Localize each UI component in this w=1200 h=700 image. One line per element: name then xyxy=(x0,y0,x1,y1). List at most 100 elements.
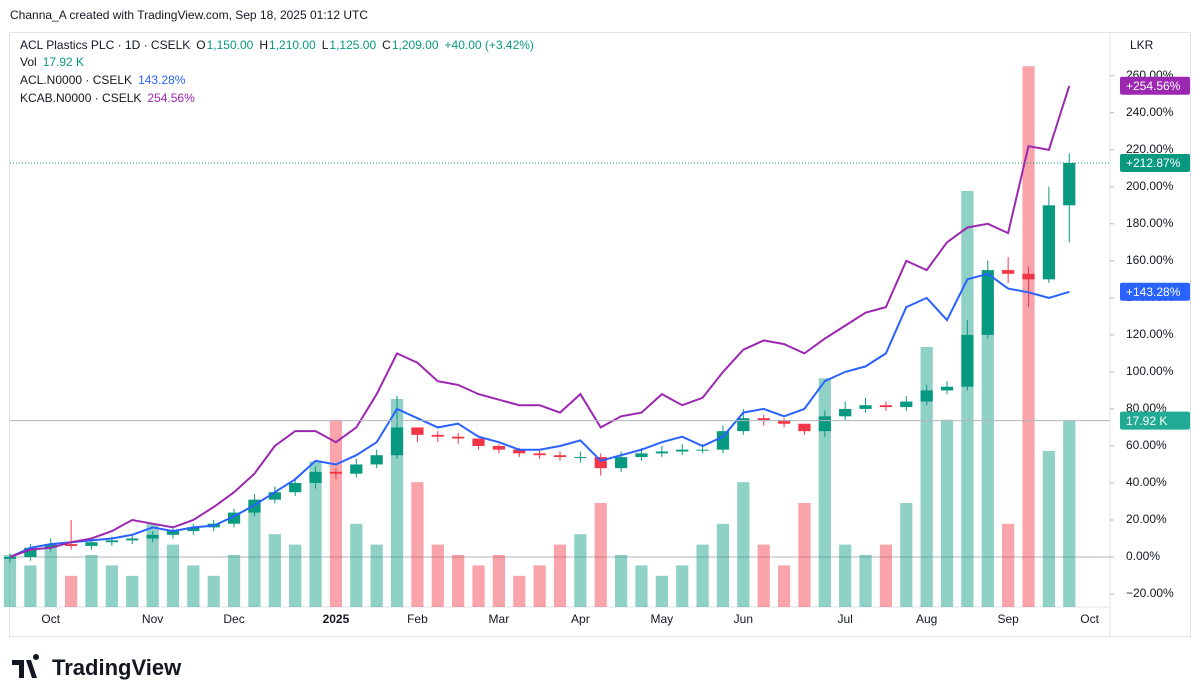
legend-text: Vol xyxy=(20,55,37,69)
volume-bar xyxy=(961,191,974,607)
volume-bar xyxy=(105,565,118,607)
candle-body xyxy=(268,492,281,500)
candle-body xyxy=(309,471,322,483)
volume-bar xyxy=(879,544,893,607)
candle-body xyxy=(3,557,17,559)
y-tick-label: 220.00% xyxy=(1126,142,1174,156)
volume-bar xyxy=(44,544,57,607)
candle-body xyxy=(533,453,546,456)
x-tick-label: May xyxy=(651,612,674,626)
candle-body xyxy=(818,416,831,432)
volume-bar xyxy=(370,544,383,607)
volume-bar xyxy=(472,565,485,607)
candle-body xyxy=(716,431,730,450)
volume-bar xyxy=(635,565,648,607)
candle-body xyxy=(1063,162,1076,206)
volume-bar xyxy=(533,565,546,607)
logo-text: TradingView xyxy=(52,655,182,680)
candle-body xyxy=(900,401,913,408)
volume-bar xyxy=(574,534,587,607)
x-tick-label: Aug xyxy=(916,612,937,626)
candle-body xyxy=(166,531,180,535)
candle-body xyxy=(1002,270,1015,274)
volume-bar xyxy=(839,544,852,607)
legend-text: O xyxy=(196,38,205,52)
volume-bar xyxy=(716,523,730,607)
y-tick-label: 100.00% xyxy=(1126,364,1174,378)
volume-bar xyxy=(655,575,668,607)
price-badge xyxy=(1120,76,1190,95)
volume-bar xyxy=(859,555,872,607)
y-tick-label: 120.00% xyxy=(1126,327,1174,341)
legend-text: L xyxy=(322,38,329,52)
x-tick-label: Jul xyxy=(838,612,853,626)
volume-bar xyxy=(676,565,689,607)
candle-body xyxy=(65,544,78,546)
price-badge-label: +212.87% xyxy=(1126,156,1181,170)
volume-bar xyxy=(513,575,526,607)
volume-bar xyxy=(411,482,424,607)
candle-body xyxy=(370,455,383,465)
price-badge xyxy=(1120,153,1190,172)
volume-bar xyxy=(818,378,831,607)
logo: TradingView xyxy=(12,654,182,680)
candle-body xyxy=(961,334,974,387)
comparison-line xyxy=(9,85,1071,558)
candle-body xyxy=(1042,205,1055,280)
x-tick-label: Dec xyxy=(223,612,244,626)
candle-body xyxy=(879,405,893,408)
candle-body xyxy=(798,423,811,432)
volume-bar xyxy=(65,575,78,607)
comparison-line xyxy=(9,272,1070,558)
candle-body xyxy=(553,455,567,458)
candle-body xyxy=(574,457,587,459)
candle-body xyxy=(350,464,363,474)
candle-body xyxy=(452,436,465,439)
y-tick-label: −20.00% xyxy=(1126,586,1174,600)
logo-icon xyxy=(12,654,40,678)
price-badge-label: +254.56% xyxy=(1126,79,1181,93)
candle-body xyxy=(431,434,444,437)
volume-bar xyxy=(1042,451,1055,607)
volume-bar xyxy=(940,419,954,607)
volume-bar xyxy=(24,565,37,607)
volume-bar xyxy=(757,544,770,607)
y-tick-label: 20.00% xyxy=(1126,512,1167,526)
plot-area xyxy=(3,66,1076,607)
legend-text: KCAB.N0000 · CSELK xyxy=(20,91,141,105)
volume-bar xyxy=(900,503,913,607)
candle-body xyxy=(615,457,628,469)
volume-bar xyxy=(309,461,322,607)
candle-body xyxy=(737,418,750,432)
chart-frame xyxy=(9,32,1191,637)
volume-bar xyxy=(737,482,750,607)
legend-text: 254.56% xyxy=(147,91,195,105)
candle-body xyxy=(492,445,505,450)
price-badge-label: +143.28% xyxy=(1126,285,1181,299)
volume-bar xyxy=(431,544,444,607)
candle-body xyxy=(390,427,404,456)
volume-bar xyxy=(798,503,811,607)
candle-body xyxy=(594,457,607,469)
volume-bar xyxy=(981,295,994,607)
legend-text: 143.28% xyxy=(138,73,186,87)
candle-body xyxy=(411,427,424,435)
legend-text: 1,125.00 xyxy=(329,38,376,52)
candle-body xyxy=(227,512,241,524)
y-tick-label: 40.00% xyxy=(1126,475,1167,489)
candle-body xyxy=(44,544,57,548)
x-tick-label: Mar xyxy=(489,612,510,626)
candle-body xyxy=(940,386,954,391)
volume-bar xyxy=(268,534,281,607)
volume-bar xyxy=(166,544,180,607)
volume-bar xyxy=(594,503,607,607)
volume-bar xyxy=(146,523,159,607)
candle-body xyxy=(513,449,526,454)
candle-body xyxy=(105,540,118,543)
volume-bar xyxy=(187,565,200,607)
volume-bar xyxy=(289,544,302,607)
candle-body xyxy=(85,542,98,546)
volume-bar xyxy=(777,565,791,607)
candle-body xyxy=(1022,273,1035,280)
